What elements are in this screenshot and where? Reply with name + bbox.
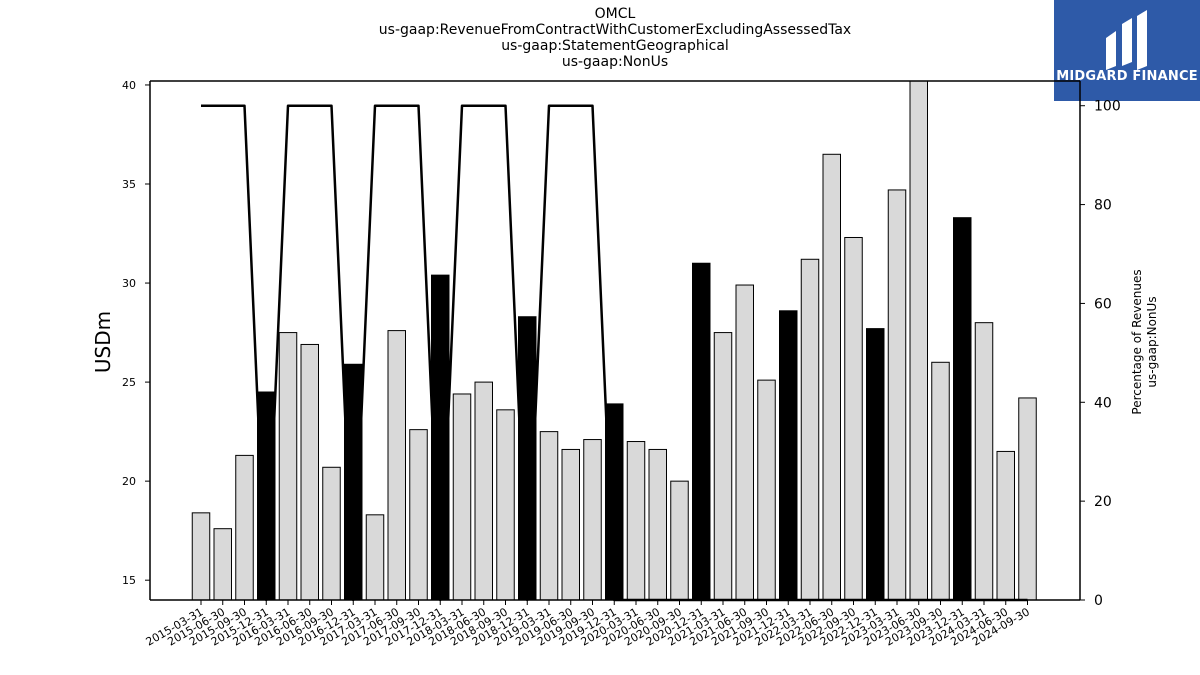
bar-2023-06-30 (909, 80, 928, 601)
bar-2019-03-31 (539, 431, 559, 601)
logo-mark-icon (1106, 10, 1147, 70)
bar-2023-12-31 (953, 217, 972, 601)
y-tick-label: 15 (122, 574, 136, 587)
y2-tick-label: 80 (1094, 198, 1112, 214)
title-line-1: OMCL (594, 6, 636, 22)
bar-2020-09-30 (670, 480, 689, 601)
y-tick-label: 40 (122, 79, 136, 92)
y2-tick-label: 20 (1094, 494, 1112, 510)
midgard-finance-logo: MIDGARD FINANCE (1054, 0, 1200, 101)
bar-2016-06-30 (300, 343, 319, 601)
bar-2017-03-31 (365, 514, 385, 601)
y-tick-label: 35 (122, 178, 136, 191)
bar-2022-03-31 (800, 258, 820, 601)
bar-2024-06-30 (996, 450, 1015, 601)
bar-2022-09-30 (844, 236, 863, 601)
bar-2023-03-31 (887, 189, 907, 601)
bar-2021-09-30 (757, 379, 776, 601)
bar-2018-09-30 (496, 409, 515, 601)
bar-2023-09-30 (931, 361, 950, 601)
bar-2015-06-30 (213, 528, 232, 601)
bar-2018-06-30 (474, 381, 493, 601)
bar-2022-12-31 (866, 328, 885, 601)
bar-2024-09-30 (1018, 397, 1037, 601)
y2-tick-label: 100 (1094, 99, 1121, 115)
y2-axis-label-line-1: Percentage of Revenues (1130, 269, 1144, 414)
y-tick-label: 20 (122, 475, 136, 488)
title-line-4: us-gaap:NonUs (561, 54, 669, 70)
bar-2020-12-31 (692, 262, 711, 601)
bar-2015-03-31 (191, 512, 211, 601)
y-tick-label: 25 (122, 376, 136, 389)
title-line-3: us-gaap:StatementGeographical (501, 38, 729, 54)
bar-2024-03-31 (974, 322, 994, 601)
bar-2019-09-30 (583, 439, 602, 601)
bar-2021-12-31 (779, 310, 798, 601)
bar-series (191, 80, 1037, 601)
bar-2021-06-30 (735, 284, 754, 601)
y-axis-label: USDm (91, 311, 115, 373)
bar-2016-03-31 (278, 332, 298, 601)
chart-title: OMCL us-gaap:RevenueFromContractWithCust… (0, 6, 1200, 70)
bar-2020-06-30 (648, 448, 667, 601)
y2-tick-label: 40 (1094, 395, 1112, 411)
axes: 1520253035400204060801002015-03-312015-0… (122, 79, 1121, 649)
bar-2021-03-31 (713, 332, 733, 601)
bar-2015-09-30 (235, 454, 254, 601)
bar-2018-03-31 (452, 393, 472, 601)
bar-2015-12-31 (257, 391, 276, 601)
y2-tick-label: 60 (1094, 296, 1112, 312)
y2-axis-label-line-2: us-gaap:NonUs (1145, 296, 1159, 387)
y2-tick-label: 0 (1094, 593, 1103, 609)
bar-2020-03-31 (626, 441, 646, 601)
bar-2016-09-30 (322, 466, 341, 601)
bar-2017-06-30 (387, 330, 406, 601)
bar-2022-06-30 (822, 153, 841, 601)
logo-text: MIDGARD FINANCE (1056, 69, 1198, 84)
bar-2017-09-30 (409, 429, 428, 601)
y-tick-label: 30 (122, 277, 136, 290)
bar-2019-06-30 (561, 448, 580, 601)
title-line-2: us-gaap:RevenueFromContractWithCustomerE… (378, 22, 852, 38)
